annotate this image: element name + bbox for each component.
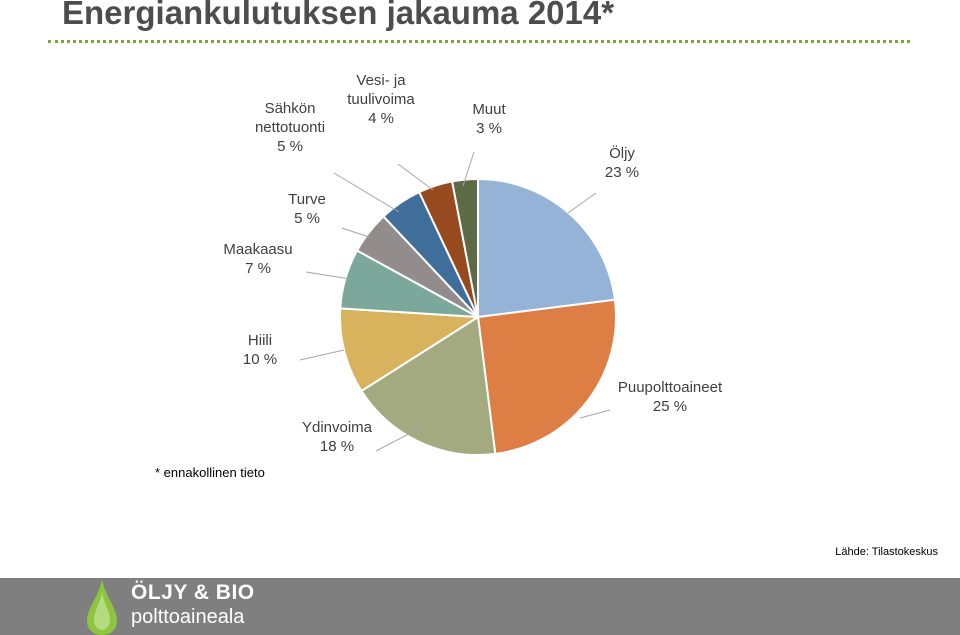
title-divider: [48, 40, 910, 43]
leader-lines: [299, 151, 611, 452]
footer-bar: ÖLJY & BIO polttoaineala: [0, 578, 960, 635]
leader-line-4: [305, 271, 351, 280]
pie-slices: [339, 177, 617, 456]
logo-text-secondary: polttoaineala: [131, 606, 245, 628]
footnote: * ennakollinen tieto: [155, 465, 265, 480]
leader-line-0: [567, 192, 597, 214]
slice-label-5: Turve 5 %: [288, 191, 326, 227]
pie-slice-3: [339, 307, 479, 392]
slice-label-7: Vesi- ja tuulivoima 4 %: [347, 72, 415, 127]
pie-slice-0: [477, 178, 616, 318]
leader-line-8: [462, 151, 475, 187]
slice-label-4: Maakaasu 7 %: [223, 241, 292, 277]
leader-line-2: [375, 427, 421, 452]
page-title: Energiankulutuksen jakauma 2014*: [62, 0, 615, 31]
slice-label-0: Öljy 23 %: [605, 144, 639, 181]
slice-label-3: Hiili 10 %: [243, 332, 277, 368]
logo-text-primary: ÖLJY & BIO: [131, 581, 255, 604]
pie-slice-2: [360, 316, 497, 456]
slice-label-6: Sähkön nettotuonti 5 %: [255, 100, 325, 155]
slice-label-8: Muut 3 %: [472, 101, 506, 137]
source-note: Lähde: Tilastokeskus: [835, 546, 938, 558]
leader-line-6: [333, 172, 400, 213]
pie-slice-1: [477, 298, 617, 455]
leader-line-5: [341, 227, 370, 238]
slice-labels: Öljy 23 % Puupolttoaineet 25 % Ydinvoima 18 %…: [223, 72, 723, 455]
leader-line-1: [579, 409, 611, 419]
slice-label-1: Puupolttoaineet 25 %: [618, 379, 723, 415]
leader-line-3: [299, 349, 345, 361]
leader-line-7: [397, 163, 434, 191]
slice-label-2: Ydinvoima 18 %: [302, 419, 373, 455]
drop-logo-icon: [87, 580, 117, 635]
